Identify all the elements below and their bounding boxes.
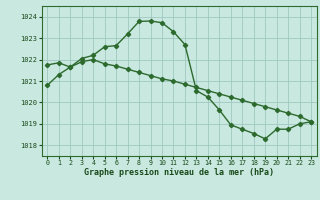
X-axis label: Graphe pression niveau de la mer (hPa): Graphe pression niveau de la mer (hPa)	[84, 168, 274, 177]
